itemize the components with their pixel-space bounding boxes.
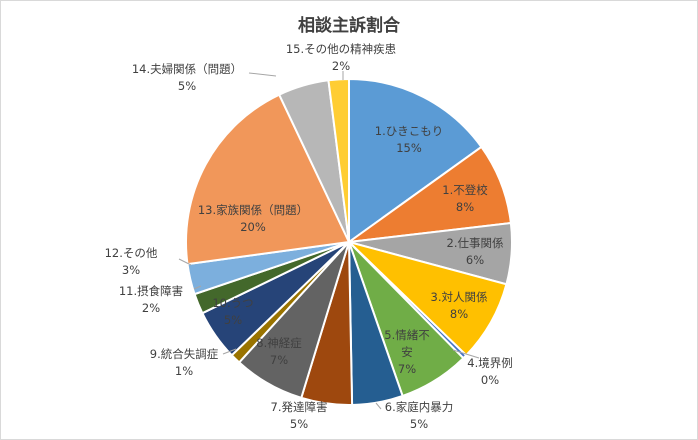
leader-line-4 <box>452 349 480 359</box>
data-label-12: 11.摂食障害 2% <box>119 284 183 315</box>
data-label-16: 15.その他の精神疾患 2% <box>286 42 396 73</box>
pie-slice-16 <box>327 77 350 243</box>
leader-line-11 <box>193 285 202 290</box>
data-label-13: 12.その他 3% <box>105 246 158 277</box>
leader-line-12 <box>178 258 192 266</box>
pie-slice-1 <box>348 77 483 244</box>
data-label-7: 6.家庭内暴力 5% <box>385 400 453 431</box>
leader-line-6 <box>375 402 382 410</box>
data-label-10: 9.統合失調症 1% <box>150 347 219 378</box>
leader-line-14 <box>248 72 277 77</box>
data-label-5: 4.境界例 0% <box>467 356 512 387</box>
data-label-8: 7.発達障害 5% <box>271 400 328 431</box>
data-label-3: 2.仕事関係 6% <box>447 236 504 267</box>
data-label-11: 10.うつ 5% <box>212 296 253 327</box>
data-label-14: 13.家族関係（問題） 20% <box>198 203 308 234</box>
data-label-1: 1.ひきこもり 15% <box>375 124 443 155</box>
pie-slice-14 <box>185 93 351 266</box>
data-label-4: 3.対人関係 8% <box>431 290 488 321</box>
leader-line-9 <box>222 348 237 355</box>
data-label-6: 5.情緒不安 7% <box>384 328 430 376</box>
chart-title: 相談主訴割合 <box>298 16 400 36</box>
data-label-15: 14.夫婦関係（問題） 5% <box>132 62 242 93</box>
data-label-9: 8.神経症 7% <box>256 336 302 367</box>
data-label-2: 1.不登校 8% <box>442 183 488 214</box>
